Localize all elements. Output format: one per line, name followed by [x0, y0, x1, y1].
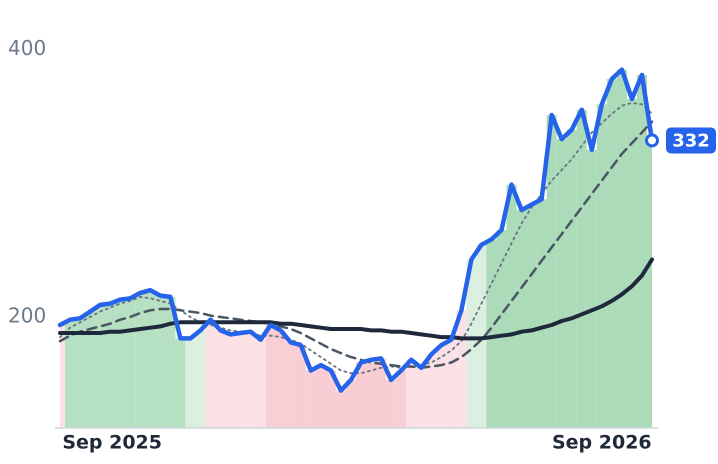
area-bar [386, 379, 397, 428]
area-bar [215, 330, 226, 428]
area-bar [606, 78, 617, 428]
area-bar [616, 69, 627, 429]
area-bar [255, 339, 266, 428]
area-bar [345, 379, 356, 428]
x-tick-label: Sep 2025 [62, 432, 162, 454]
area-bar [75, 318, 86, 428]
series-line [58, 120, 654, 370]
area-bar [506, 184, 517, 428]
area-bar [325, 370, 336, 428]
area-bar [135, 292, 146, 428]
area-bar [105, 303, 116, 428]
area-bar [65, 319, 76, 428]
area-bar [366, 359, 377, 428]
series-line [57, 67, 655, 393]
area-bar [175, 338, 186, 428]
y-tick-label: 400 [8, 36, 46, 60]
area-bar [356, 362, 367, 428]
area-bar [195, 330, 206, 428]
area-bar [155, 295, 166, 428]
area-bar [235, 333, 246, 428]
area-bar [60, 325, 66, 428]
area-bar [225, 334, 236, 428]
area-bar [406, 359, 417, 428]
area-bar [275, 330, 286, 428]
value-label: 332 [672, 130, 710, 151]
area-bar [576, 109, 587, 429]
area-bar [265, 325, 276, 428]
area-bar [125, 298, 136, 428]
area-bar [496, 230, 507, 428]
x-tick-label: Sep 2026 [552, 432, 652, 454]
area-bar [626, 98, 637, 428]
area-bar [446, 339, 457, 428]
area-bar [115, 299, 126, 428]
series-line [58, 257, 654, 341]
area-bar [285, 342, 296, 428]
area-bar [546, 115, 557, 429]
area-bar [295, 345, 306, 428]
area-bar [436, 345, 447, 428]
area-bar [636, 74, 647, 429]
area-bar [185, 338, 196, 428]
area-bar [586, 149, 597, 429]
area-bar [165, 296, 176, 428]
last-point [645, 133, 659, 148]
area-bar [145, 290, 156, 428]
area-bar [315, 365, 326, 428]
area-bar [205, 319, 216, 428]
area-bar [416, 367, 427, 428]
y-tick-label: 200 [8, 303, 46, 327]
area-bar [376, 358, 387, 428]
area-bar [566, 129, 577, 429]
area-bar [456, 310, 467, 428]
area-bar [245, 331, 256, 428]
area-bar [536, 199, 547, 428]
area-bar [516, 209, 527, 428]
area-bar [556, 139, 567, 428]
area-bar [426, 354, 437, 428]
area-bar [305, 370, 316, 428]
area-bar [526, 204, 537, 428]
area-bar [335, 390, 346, 428]
area-bar [466, 259, 477, 428]
area-bar [85, 311, 96, 428]
value-badge [666, 127, 716, 154]
area-bar [486, 239, 497, 428]
area-bar [646, 140, 652, 428]
area-bar [596, 104, 607, 428]
area-bar [396, 370, 407, 428]
area-bar [95, 304, 106, 428]
